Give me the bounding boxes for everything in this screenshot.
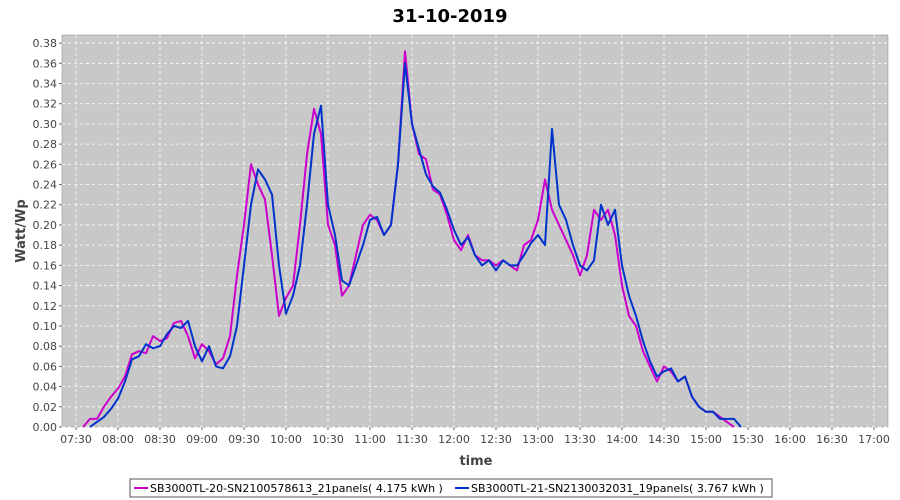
x-tick-label: 09:30	[228, 433, 260, 446]
y-tick-label: 0.06	[33, 360, 58, 373]
legend-box	[129, 478, 773, 498]
y-tick-label: 0.24	[33, 179, 58, 192]
y-tick-label: 0.38	[33, 37, 58, 50]
y-tick-label: 0.16	[33, 259, 58, 272]
y-tick-label: 0.00	[33, 421, 58, 434]
x-tick-label: 11:00	[354, 433, 386, 446]
y-axis-label: Watt/Wp	[14, 199, 29, 262]
x-tick-label: 15:30	[732, 433, 764, 446]
x-tick-label: 15:00	[690, 433, 722, 446]
y-tick-label: 0.10	[33, 320, 58, 333]
x-tick-label: 09:00	[186, 433, 218, 446]
legend: SB3000TL-20-SN2100578613_21panels( 4.175…	[129, 478, 773, 498]
x-tick-label: 17:00	[858, 433, 890, 446]
series-lines	[82, 50, 742, 428]
x-tick-label: 14:00	[606, 433, 638, 446]
y-tick-label: 0.20	[33, 219, 58, 232]
y-tick-label: 0.30	[33, 118, 58, 131]
y-tick-label: 0.34	[33, 77, 58, 90]
x-tick-label: 12:30	[480, 433, 512, 446]
y-tick-label: 0.08	[33, 340, 58, 353]
x-tick-label: 12:00	[438, 433, 470, 446]
chart-title: 31-10-2019	[392, 6, 507, 27]
y-tick-label: 0.12	[33, 300, 58, 313]
y-tick-label: 0.36	[33, 57, 58, 70]
plot-area	[61, 34, 889, 428]
legend-entry-series-1: SB3000TL-20-SN2100578613_21panels( 4.175…	[150, 482, 443, 495]
y-tick-label: 0.32	[33, 98, 58, 111]
y-tick-label: 0.26	[33, 158, 58, 171]
y-tick-label: 0.22	[33, 199, 58, 212]
x-tick-label: 13:00	[522, 433, 554, 446]
x-tick-label: 08:30	[144, 433, 176, 446]
x-tick-label: 13:30	[564, 433, 596, 446]
y-tick-label: 0.14	[33, 280, 58, 293]
legend-entry-series-2: SB3000TL-21-SN2130032031_19panels( 3.767…	[471, 482, 764, 495]
x-tick-label: 16:00	[774, 433, 806, 446]
x-tick-label: 07:30	[60, 433, 92, 446]
y-axis: 0.00 0.02 0.04 0.06 0.08 0.10 0.12 0.14 0.16 0.18…	[33, 37, 62, 434]
x-axis-label: time	[459, 454, 492, 469]
x-tick-label: 08:00	[102, 433, 134, 446]
x-tick-label: 10:00	[270, 433, 302, 446]
series-line-2	[89, 62, 742, 428]
y-tick-label: 0.04	[33, 381, 58, 394]
x-tick-label: 14:30	[648, 433, 680, 446]
y-tick-label: 0.02	[33, 401, 58, 414]
x-tick-label: 11:30	[396, 433, 428, 446]
y-tick-label: 0.28	[33, 138, 58, 151]
x-tick-label: 10:30	[312, 433, 344, 446]
x-tick-label: 16:30	[816, 433, 848, 446]
x-axis: 07:30 08:00 08:30 09:00 09:30 10:00 10:30 11:00…	[60, 427, 890, 446]
y-tick-label: 0.18	[33, 239, 58, 252]
